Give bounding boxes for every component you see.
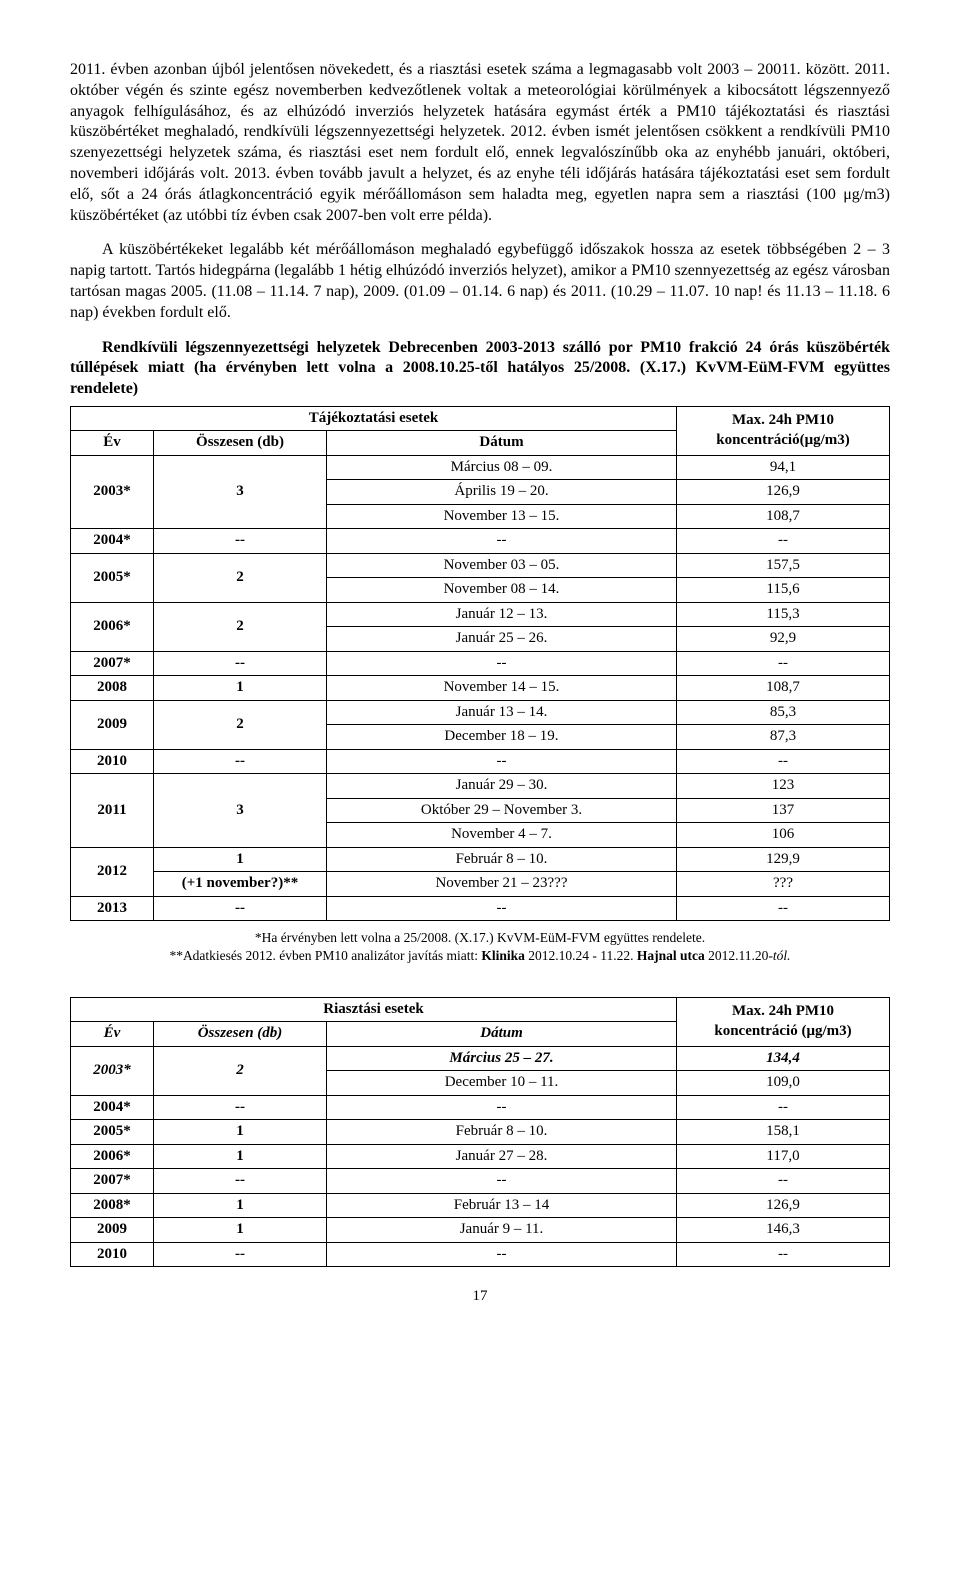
table1-heading: Rendkívüli légszennyezettségi helyzetek … xyxy=(70,338,890,400)
body-paragraph-2: A küszöbértékeket legalább két mérőállom… xyxy=(70,240,890,323)
table1-footnote: *Ha érvényben lett volna a 25/2008. (X.1… xyxy=(70,929,890,964)
body-paragraph-1: 2011. évben azonban újból jelentősen növ… xyxy=(70,60,890,226)
page-number: 17 xyxy=(70,1287,890,1307)
table-tajekoztatasi: Tájékoztatási esetekMax. 24h PM10koncent… xyxy=(70,406,890,922)
table-riasztasi: Riasztási esetekMax. 24h PM10koncentráci… xyxy=(70,997,890,1268)
